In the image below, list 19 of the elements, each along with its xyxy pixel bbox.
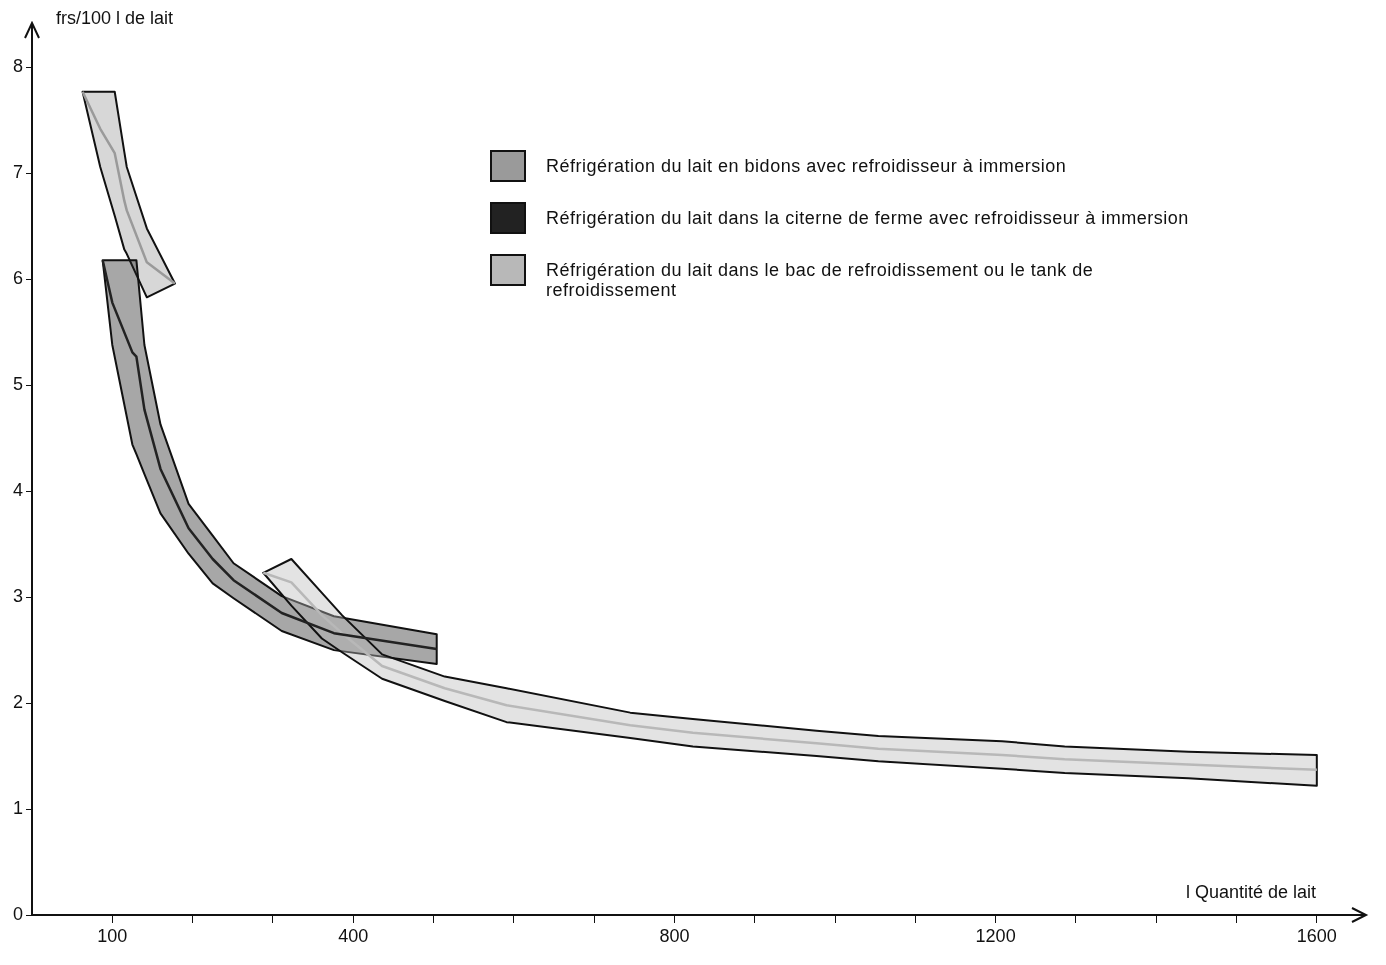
x-tick-label: 1600 xyxy=(1296,925,1337,946)
y-tick-label: 5 xyxy=(12,374,23,395)
y-tick-label: 4 xyxy=(12,480,23,501)
legend-label: Réfrigération du lait dans la citerne de ferme avec refroidisseur à immersion xyxy=(546,207,1189,228)
y-tick-label: 7 xyxy=(12,162,23,183)
legend-label: Réfrigération du lait en bidons avec refroidisseur à immersion xyxy=(546,155,1067,176)
legend-label: Réfrigération du lait dans le bac de refroidissement ou le tank de refroidissement xyxy=(546,259,1095,300)
x-tick-label: 400 xyxy=(338,925,369,946)
y-tick-label: 2 xyxy=(12,692,23,713)
x-tick-label: 800 xyxy=(659,925,690,946)
y-tick-label: 8 xyxy=(12,56,23,77)
x-axis-title: l Quantité de lait xyxy=(1185,882,1316,903)
y-axis-title: frs/100 l de lait xyxy=(56,8,174,29)
y-tick-label: 3 xyxy=(12,586,23,607)
y-tick-label: 6 xyxy=(12,268,23,289)
y-tick-label: 1 xyxy=(12,798,23,819)
x-tick-label: 100 xyxy=(97,925,128,946)
y-tick-label: 0 xyxy=(12,903,23,924)
x-tick-label: 1200 xyxy=(975,925,1016,946)
